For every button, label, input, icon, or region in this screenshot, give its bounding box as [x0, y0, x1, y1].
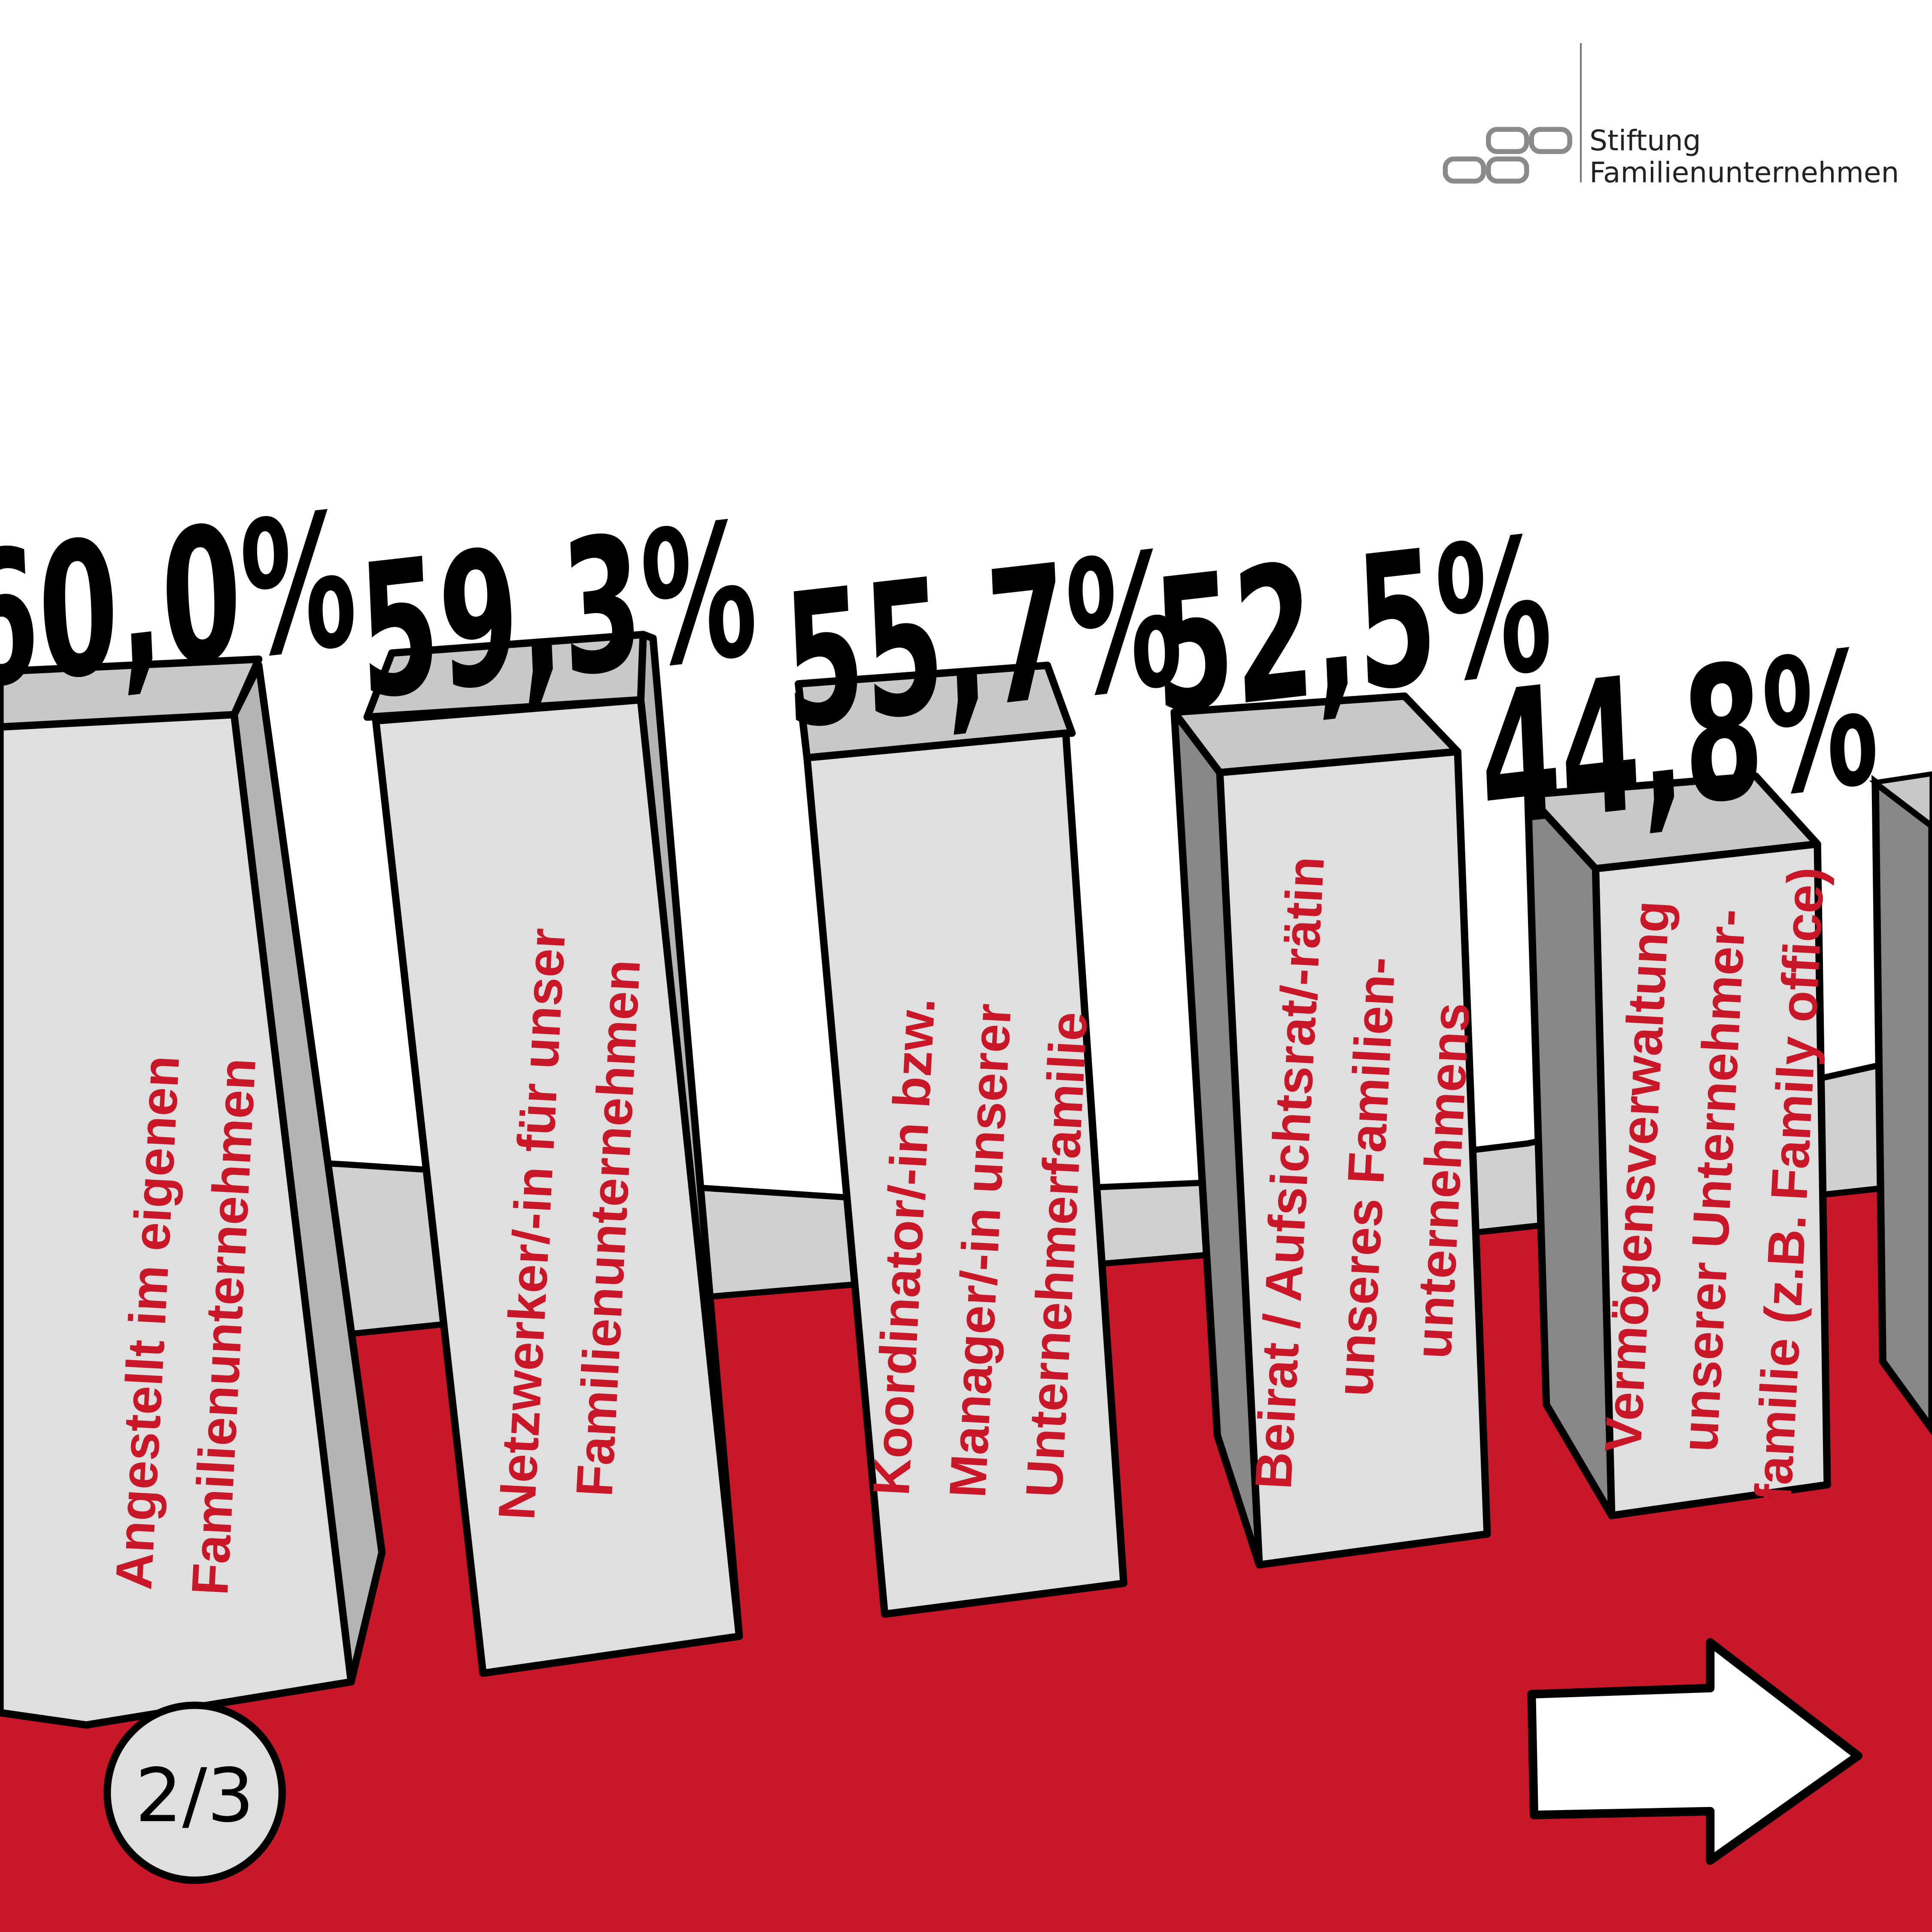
logo-mark-icon: [1443, 127, 1572, 184]
bar-value-label: 55,7%: [780, 512, 1186, 771]
page-badge: 2/3: [103, 1701, 286, 1884]
bar-value-label: 59,3%: [355, 483, 761, 741]
logo-line2: Familienunternehmen: [1589, 156, 1899, 189]
bar-front: [372, 696, 743, 1677]
bar-side: [1871, 775, 1932, 1436]
bar: Koordinator/-in bzw.Manager/-in unsererU…: [780, 512, 1186, 1618]
bar-front: [803, 729, 1127, 1618]
bar: Netzwerker/-in für unserFamilienunterneh…: [355, 483, 761, 1677]
logo: Stiftung Familienunternehmen: [1443, 43, 1899, 189]
bar: Beirat / Aufsichtsrat/-rätinunseres Fami…: [1150, 497, 1555, 1569]
bar-partial: [1869, 771, 1932, 1436]
bar-category-label: Vermögensverwaltungunserer Unternehmer-f…: [1592, 858, 1835, 1504]
bar-top: [1869, 771, 1932, 829]
bar-front: [1216, 748, 1491, 1569]
page-badge-text: 2/3: [135, 1753, 254, 1839]
bar-front: [1592, 840, 1831, 1519]
bar-front: [0, 711, 355, 1729]
bars: Angestellt im eigenenFamilienunternehmen…: [0, 473, 1932, 1729]
bar-value-label: 52,5%: [1150, 497, 1555, 756]
bar: Angestellt im eigenenFamilienunternehmen…: [0, 473, 386, 1729]
logo-line1: Stiftung: [1589, 124, 1701, 157]
bar-top: [795, 662, 1076, 762]
bar-value-label: 44,8%: [1476, 611, 1882, 869]
arrow-right-icon[interactable]: [1527, 1638, 1862, 1865]
bar-category-label: Koordinator/-in bzw.Manager/-in unsererU…: [862, 996, 1099, 1505]
bar-value-label: 60,0%: [0, 473, 360, 732]
bar: Vermögensverwaltungunserer Unternehmer-f…: [1476, 611, 1882, 1519]
